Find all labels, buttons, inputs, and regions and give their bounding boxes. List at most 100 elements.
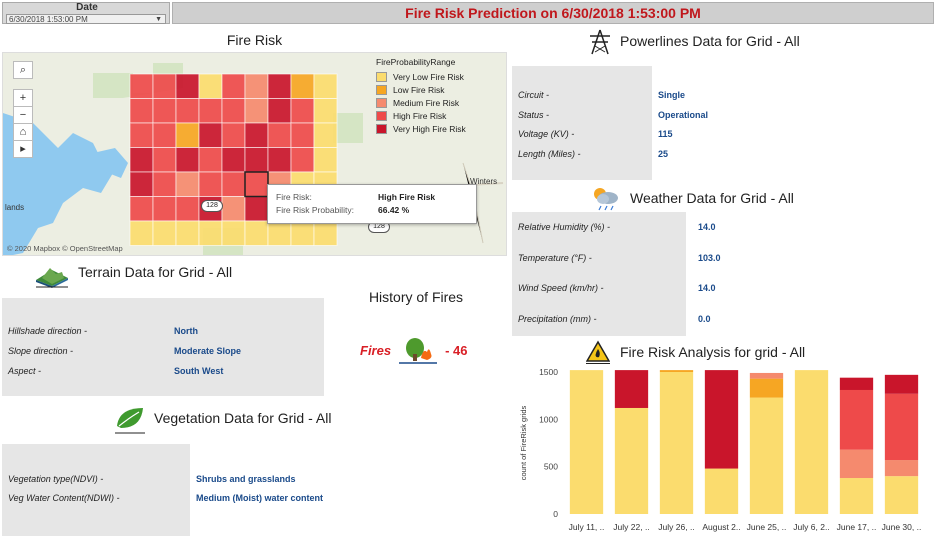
bar-segment[interactable] <box>569 370 604 514</box>
bar-segment[interactable] <box>884 393 919 461</box>
grid-cell[interactable] <box>152 220 177 246</box>
bar-segment[interactable] <box>704 468 739 514</box>
grid-cell[interactable] <box>152 73 177 99</box>
grid-cell[interactable] <box>175 171 200 197</box>
grid-cell[interactable] <box>152 147 177 173</box>
zoom-in-button[interactable]: + <box>13 89 33 107</box>
zoom-out-button[interactable]: − <box>13 106 33 124</box>
bar-segment[interactable] <box>839 449 874 479</box>
bar-segment[interactable] <box>614 407 649 514</box>
place-label-lands: lands <box>5 203 25 212</box>
grid-cell[interactable] <box>313 98 338 124</box>
grid-cell[interactable] <box>198 98 223 124</box>
grid-cell[interactable] <box>244 220 269 246</box>
grid-cell[interactable] <box>221 196 246 222</box>
grid-cell[interactable] <box>313 122 338 148</box>
bar-segment[interactable] <box>749 372 784 379</box>
bar-segment[interactable] <box>839 389 874 450</box>
bar-segment[interactable] <box>839 377 874 390</box>
grid-cell[interactable] <box>221 98 246 124</box>
row-value: South West <box>174 366 224 376</box>
grid-cell[interactable] <box>221 73 246 99</box>
grid-cell[interactable] <box>244 122 269 148</box>
grid-cell[interactable] <box>313 220 338 246</box>
grid-cell[interactable] <box>244 73 269 99</box>
tooltip-risk-value: High Fire Risk <box>378 192 436 202</box>
chart-svg: count of FireRisk grids 0 500 1000 1500 July … <box>519 367 921 532</box>
grid-cell[interactable] <box>267 98 292 124</box>
grid-cell[interactable] <box>221 147 246 173</box>
grid-cell[interactable] <box>129 171 154 197</box>
grid-cell[interactable] <box>198 122 223 148</box>
grid-cell[interactable] <box>198 147 223 173</box>
grid-cell[interactable] <box>267 147 292 173</box>
fire-risk-map[interactable]: ⌕ + − ⌂ ▸ Winters lands 128 128 FireProb… <box>2 52 507 256</box>
bar-segment[interactable] <box>884 460 919 477</box>
grid-cell[interactable] <box>244 171 269 197</box>
grid-cell[interactable] <box>290 122 315 148</box>
bar-segment[interactable] <box>794 370 829 514</box>
grid-cell[interactable] <box>129 220 154 246</box>
grid-cell[interactable] <box>290 73 315 99</box>
fires-label: Fires <box>360 342 392 358</box>
row-value: 14.0 <box>698 283 716 293</box>
bar-segment[interactable] <box>884 374 919 394</box>
grid-cell[interactable] <box>221 171 246 197</box>
grid-cell[interactable] <box>152 122 177 148</box>
grid-cell[interactable] <box>175 220 200 246</box>
grid-cell[interactable] <box>198 73 223 99</box>
grid-cell[interactable] <box>175 196 200 222</box>
grid-cell[interactable] <box>152 98 177 124</box>
grid-cell[interactable] <box>129 73 154 99</box>
grid-cell[interactable] <box>267 73 292 99</box>
bar-segment[interactable] <box>704 370 739 469</box>
grid-cell[interactable] <box>198 220 223 246</box>
legend-label: Very Low Fire Risk <box>393 71 464 82</box>
grid-cell[interactable] <box>290 220 315 246</box>
grid-cell[interactable] <box>198 171 223 197</box>
grid-cell[interactable] <box>175 73 200 99</box>
grid-cell[interactable] <box>129 122 154 148</box>
bar-segment[interactable] <box>659 372 694 514</box>
grid-cell[interactable] <box>129 196 154 222</box>
grid-cell[interactable] <box>175 98 200 124</box>
grid-cell[interactable] <box>244 147 269 173</box>
power-tower-icon <box>587 28 613 56</box>
grid-cell[interactable] <box>129 147 154 173</box>
terrain-title: Terrain Data for Grid - All <box>78 264 233 280</box>
grid-cell[interactable] <box>267 220 292 246</box>
grid-cell[interactable] <box>175 122 200 148</box>
grid-cell[interactable] <box>244 98 269 124</box>
bar-segment[interactable] <box>749 378 784 398</box>
grid-cell[interactable] <box>313 147 338 173</box>
y-tick-label: 1500 <box>539 367 558 377</box>
grid-cell[interactable] <box>290 98 315 124</box>
home-icon[interactable]: ⌂ <box>13 123 33 141</box>
grid-cell[interactable] <box>267 122 292 148</box>
row-key: Length (Miles) - <box>518 148 581 159</box>
grid-cell[interactable] <box>221 220 246 246</box>
bar-segment[interactable] <box>614 370 649 408</box>
play-icon[interactable]: ▸ <box>13 140 33 158</box>
bar-segment[interactable] <box>839 478 874 514</box>
risk-grid[interactable] <box>3 53 507 256</box>
bar-segment[interactable] <box>749 397 784 514</box>
grid-cell[interactable] <box>221 122 246 148</box>
date-select[interactable]: 6/30/2018 1:53:00 PM ▼ <box>6 14 166 24</box>
legend-label: Very High Fire Risk <box>393 123 466 134</box>
tooltip-prob-key: Fire Risk Probability: <box>276 205 354 215</box>
grid-cell[interactable] <box>152 171 177 197</box>
row-key: Voltage (KV) - <box>518 129 575 139</box>
row-value: North <box>174 326 198 336</box>
bar-segment[interactable] <box>884 476 919 514</box>
grid-cell[interactable] <box>152 196 177 222</box>
row-value: Single <box>658 90 686 100</box>
bar-segment[interactable] <box>659 370 694 372</box>
terrain-icon <box>34 260 70 288</box>
grid-cell[interactable] <box>129 98 154 124</box>
grid-cell[interactable] <box>244 196 269 222</box>
grid-cell[interactable] <box>290 147 315 173</box>
grid-cell[interactable] <box>313 73 338 99</box>
search-icon[interactable]: ⌕ <box>13 61 33 79</box>
grid-cell[interactable] <box>175 147 200 173</box>
